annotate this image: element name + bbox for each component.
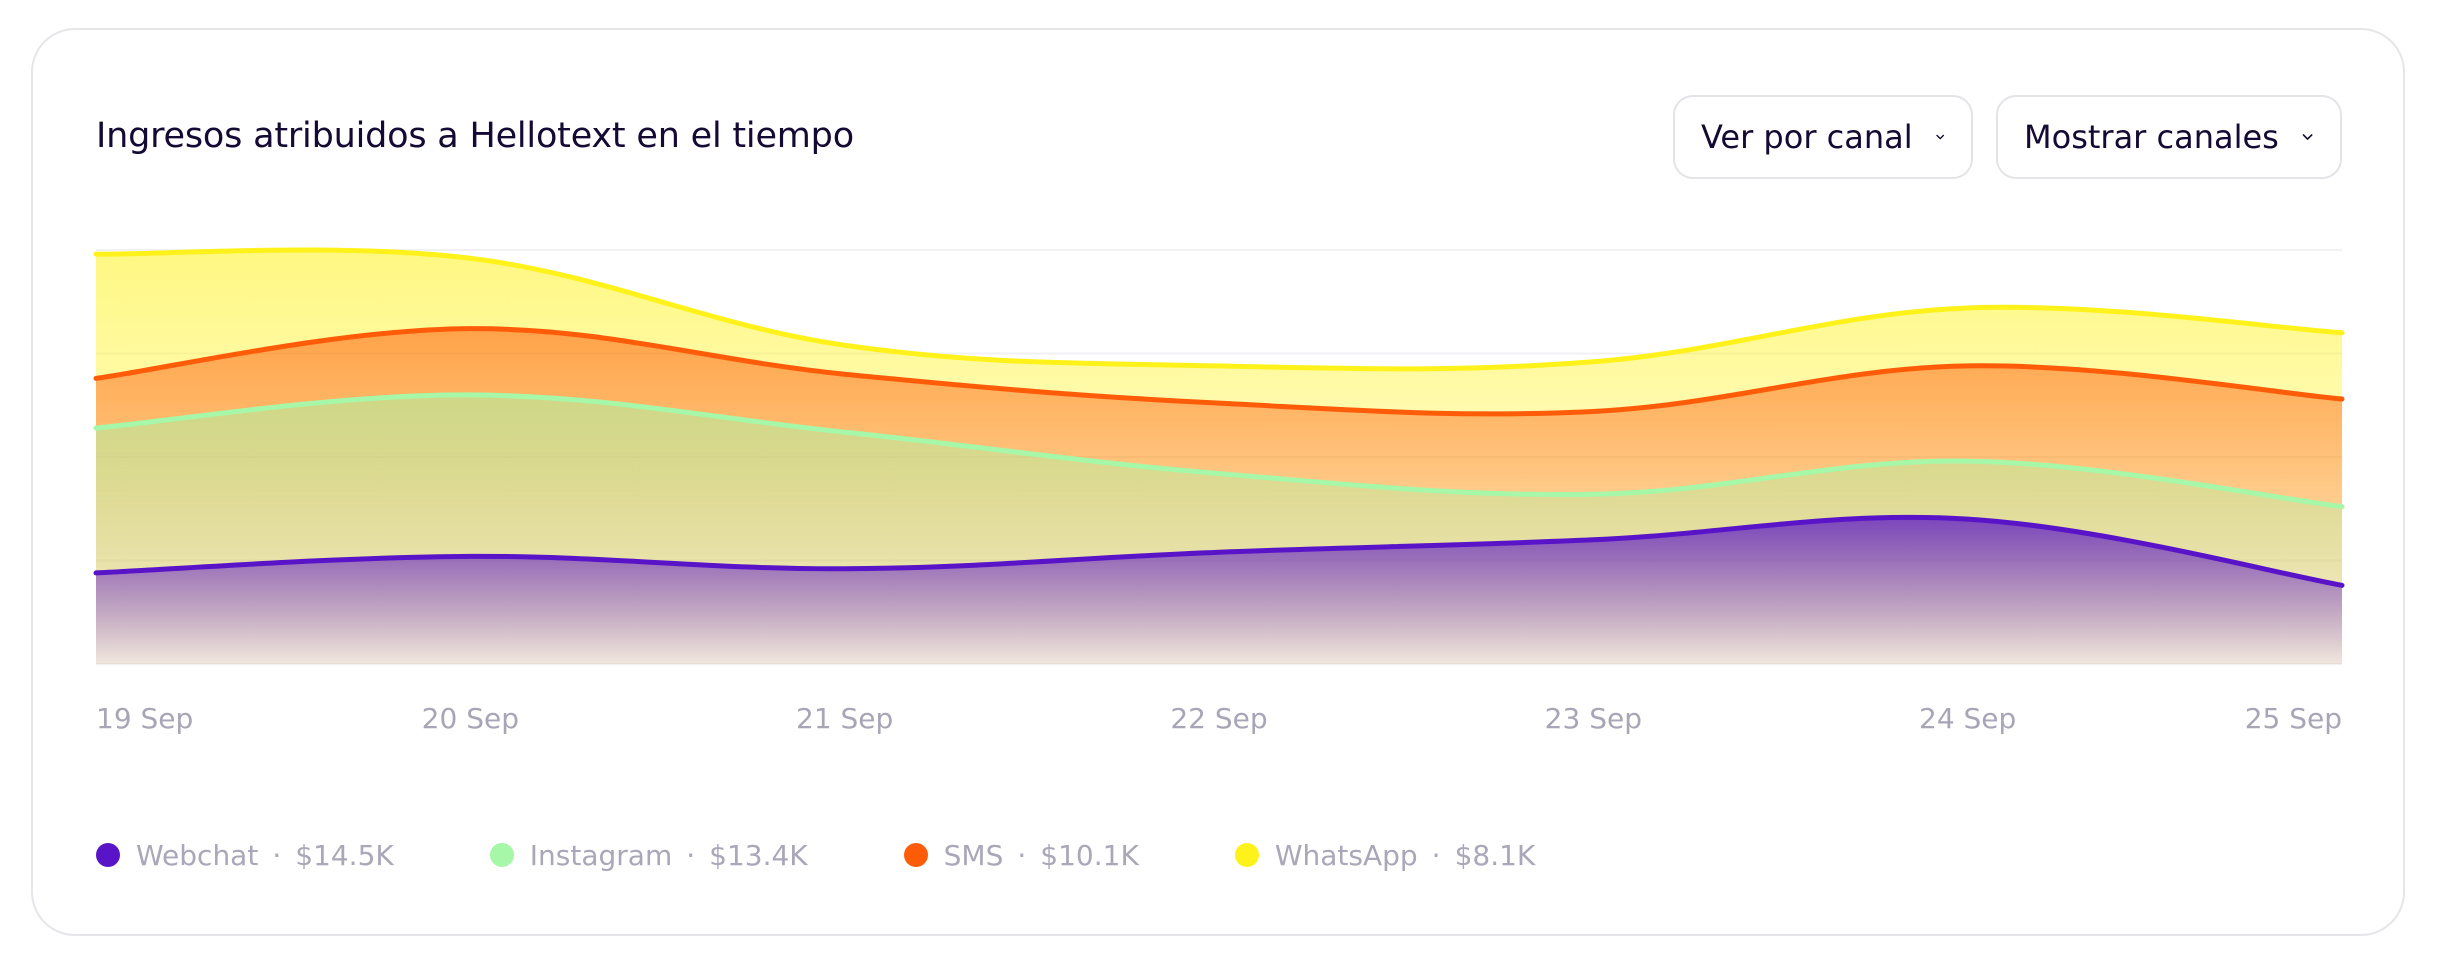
- area-webchat: [96, 517, 2342, 664]
- legend-label: SMS: [943, 838, 1004, 872]
- legend-label: WhatsApp: [1274, 838, 1418, 872]
- x-tick-label: 19 Sep: [96, 702, 193, 735]
- show-channels-label: Mostrar canales: [2024, 118, 2279, 156]
- legend-item-sms[interactable]: SMS · $10.1K: [903, 838, 1139, 872]
- legend-item-whatsapp[interactable]: WhatsApp · $8.1K: [1234, 838, 1536, 872]
- view-by-channel-dropdown[interactable]: Ver por canal: [1673, 95, 1973, 179]
- legend-dot: [903, 843, 928, 867]
- stacked-area-chart: 19 Sep 20 Sep 21 Sep 22 Sep 23 Sep 24 Sep 25 S…: [93, 247, 2345, 735]
- legend-dot: [489, 843, 514, 867]
- series-line-instagram: [93, 392, 2345, 510]
- legend-value: $10.1K: [1040, 838, 1139, 872]
- legend-value: $14.5K: [295, 838, 394, 872]
- legend-label: Instagram: [529, 838, 673, 872]
- x-tick-label: 24 Sep: [1919, 702, 2016, 735]
- view-by-channel-label: Ver por canal: [1701, 118, 1913, 156]
- x-tick-label: 21 Sep: [796, 702, 893, 735]
- legend-separator: ·: [1017, 838, 1027, 872]
- x-tick-label: 25 Sep: [2245, 702, 2342, 735]
- show-channels-dropdown[interactable]: Mostrar canales: [1996, 95, 2342, 179]
- chart-title: Ingresos atribuidos a Hellotext en el ti…: [96, 116, 854, 156]
- legend-item-instagram[interactable]: Instagram · $13.4K: [489, 838, 808, 872]
- legend-item-webchat[interactable]: Webchat · $14.5K: [96, 839, 394, 872]
- x-tick-label: 20 Sep: [422, 702, 519, 735]
- legend-separator: ·: [1431, 838, 1441, 872]
- chart-legend: Webchat · $14.5K Instagram · $13.4K SMS · $10.1K…: [96, 834, 1631, 876]
- series-line-sms: [93, 326, 2345, 417]
- series-line-webchat: [93, 514, 2345, 588]
- legend-separator: ·: [272, 838, 282, 872]
- legend-dot: [1234, 843, 1259, 867]
- legend-value: $13.4K: [709, 838, 808, 872]
- legend-value: $8.1K: [1454, 838, 1536, 872]
- chevron-down-icon: [2302, 134, 2313, 140]
- legend-separator: ·: [686, 838, 696, 872]
- x-tick-label: 22 Sep: [1170, 702, 1267, 735]
- x-tick-label: 23 Sep: [1545, 702, 1642, 735]
- series-line-whatsapp: [93, 247, 2345, 372]
- legend-label: Webchat: [136, 838, 259, 872]
- chevron-down-icon: [1935, 134, 1944, 140]
- legend-dot: [96, 843, 120, 867]
